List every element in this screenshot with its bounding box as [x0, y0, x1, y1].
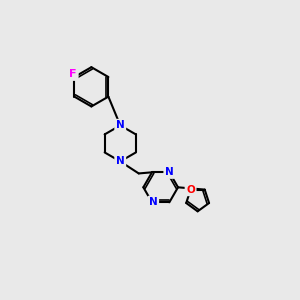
Text: N: N	[165, 167, 174, 177]
Text: N: N	[116, 156, 124, 167]
Text: N: N	[149, 197, 158, 207]
Text: N: N	[116, 120, 124, 130]
Text: F: F	[70, 69, 77, 79]
Text: O: O	[186, 184, 195, 195]
